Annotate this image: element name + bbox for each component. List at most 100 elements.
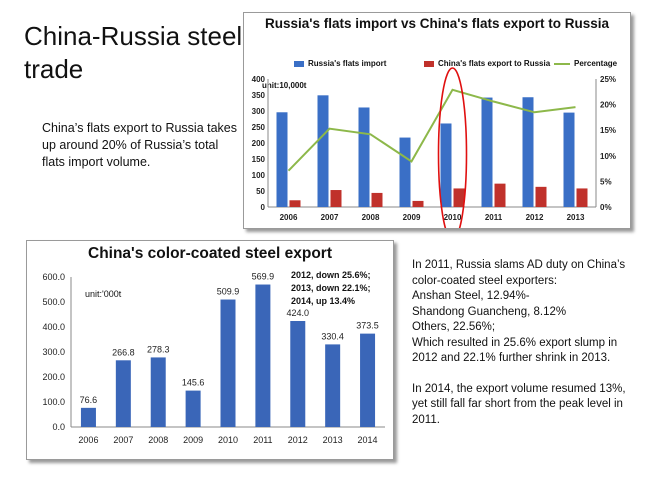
export-bar	[412, 200, 424, 207]
export-bar	[290, 321, 306, 427]
export-bar	[80, 407, 96, 427]
note-line: In 2011, Russia slams AD duty on China’s…	[412, 259, 626, 287]
y-tick-label: 500.0	[42, 297, 65, 307]
change-annotation: 2012, down 25.6%; 2013, down 22.1%; 2014…	[291, 269, 371, 308]
color-coated-export-plot: 0.0 100.0 200.0 300.0 400.0 500.0 600.0 76.6 200…	[42, 272, 385, 445]
legend-swatch	[294, 60, 304, 67]
x-tick-label: 2013	[323, 435, 343, 445]
export-bar	[453, 188, 465, 207]
x-tick-label: 2014	[358, 435, 378, 445]
y-tick-label: 400	[252, 75, 266, 84]
data-label: 330.4	[321, 331, 344, 341]
y2-tick-label: 5%	[600, 177, 612, 186]
y-tick-label: 50	[256, 187, 265, 196]
import-bar	[399, 137, 411, 207]
note-spacer	[412, 367, 640, 382]
highlight-ellipse	[437, 67, 468, 228]
chart-title: China's color-coated steel export	[88, 245, 332, 262]
y-tick-label: 400.0	[42, 322, 65, 332]
y-tick-label: 600.0	[42, 272, 65, 282]
note-line: Which resulted in 25.6% export slump in …	[412, 336, 618, 365]
export-bar	[185, 390, 201, 427]
export-bar	[371, 192, 383, 207]
notes-text: In 2011, Russia slams AD duty on China’s…	[412, 258, 640, 428]
export-bar	[330, 190, 342, 207]
x-tick-label: 2012	[288, 435, 308, 445]
import-bar	[522, 97, 534, 207]
import-bar	[358, 107, 370, 207]
x-tick-label: 2007	[321, 213, 339, 222]
y-tick-label: 150	[252, 155, 266, 164]
unit-label: unit:'000t	[85, 289, 122, 299]
data-label: 569.9	[252, 272, 275, 282]
data-label: 424.0	[287, 308, 310, 318]
data-label: 266.8	[112, 347, 135, 357]
y2-tick-label: 20%	[600, 101, 616, 110]
x-tick-label: 2011	[485, 213, 503, 222]
y-tick-label: 0.0	[52, 422, 65, 432]
y2-tick-label: 10%	[600, 152, 616, 161]
annotation-line: 2014, up 13.4%	[291, 296, 356, 306]
x-tick-label: 2012	[526, 213, 544, 222]
y2-tick-label: 25%	[600, 75, 616, 84]
intro-text: China’s flats export to Russia takes up …	[42, 121, 238, 169]
import-bar	[481, 97, 493, 207]
legend-item-import: Russia's flats import	[294, 59, 386, 68]
y2-tick-label: 15%	[600, 126, 616, 135]
y-tick-label: 100	[252, 171, 266, 180]
x-tick-label: 2007	[113, 435, 133, 445]
legend-label: Russia's flats import	[308, 59, 387, 68]
export-bar	[360, 333, 376, 427]
export-bar	[150, 357, 166, 427]
y-tick-label: 100.0	[42, 397, 65, 407]
y-tick-label: 250	[252, 123, 266, 132]
data-label: 373.5	[356, 321, 379, 331]
y-tick-label: 300	[252, 107, 266, 116]
data-label: 278.3	[147, 344, 170, 354]
annotation-line: 2013, down 22.1%;	[291, 283, 371, 293]
export-bar	[289, 200, 301, 207]
x-tick-label: 2006	[78, 435, 98, 445]
y-tick-label: 0	[261, 203, 266, 212]
legend-label: Percentage	[574, 59, 618, 68]
export-bar	[115, 360, 131, 427]
percentage-line	[287, 88, 576, 172]
export-bar	[325, 344, 341, 427]
y-tick-label: 200.0	[42, 372, 65, 382]
legend-swatch	[424, 60, 434, 67]
y-tick-label: 300.0	[42, 347, 65, 357]
y-tick-label: 200	[252, 139, 266, 148]
unit-label: unit:10,000t	[262, 81, 307, 90]
legend-label: China's flats export to Russia	[438, 59, 551, 68]
x-tick-label: 2008	[148, 435, 168, 445]
import-bar	[317, 95, 329, 207]
import-bar	[563, 112, 575, 207]
annotation-line: 2012, down 25.6%;	[291, 270, 371, 280]
x-tick-label: 2009	[403, 213, 421, 222]
chart-legend: Russia's flats import China's flats expo…	[254, 59, 620, 71]
x-tick-label: 2013	[567, 213, 585, 222]
note-line: Anshan Steel, 12.94%-	[412, 290, 530, 302]
legend-item-percentage: Percentage	[554, 59, 617, 68]
note-line: Others, 22.56%;	[412, 321, 496, 333]
color-coated-export-chart: China's color-coated steel export unit:'…	[26, 240, 394, 460]
import-bar	[276, 112, 288, 207]
chart-title: Russia's flats import vs China's flats e…	[264, 16, 609, 31]
y2-tick-label: 0%	[600, 203, 612, 212]
export-bar	[494, 183, 506, 207]
flats-trade-chart: Russia's flats import vs China's flats e…	[243, 12, 631, 229]
x-tick-label: 2010	[218, 435, 238, 445]
slide-title: China-Russia steel trade	[24, 21, 243, 84]
x-tick-label: 2006	[280, 213, 298, 222]
import-bar	[440, 123, 452, 207]
export-bar	[535, 186, 547, 207]
data-label: 76.6	[80, 395, 98, 405]
export-bar	[220, 299, 236, 427]
export-bar	[255, 284, 271, 427]
y-tick-label: 350	[252, 91, 266, 100]
x-tick-label: 2011	[253, 435, 272, 445]
data-label: 509.9	[217, 287, 240, 297]
note-line: Shandong Guancheng, 8.12%	[412, 305, 567, 318]
flats-trade-plot: 0 50 100 150 200 250 300 350 400 0% 5% 10% 15% 20% 25%…	[252, 67, 616, 228]
x-tick-label: 2010	[444, 213, 462, 222]
